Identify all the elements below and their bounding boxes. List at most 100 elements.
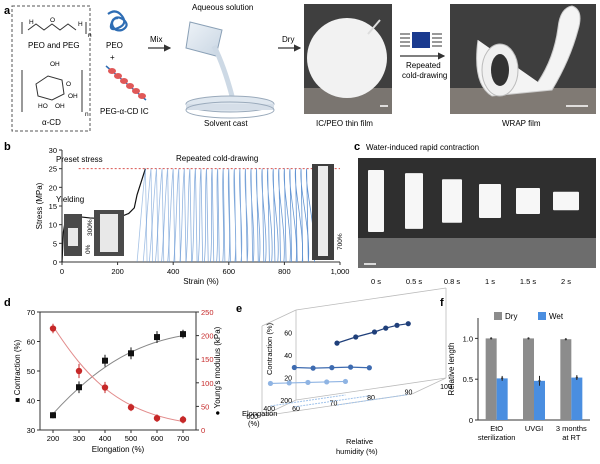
y2-axis-label: ● Young's modulus (kPa) [213, 326, 222, 415]
z-tick-label: 20 [284, 376, 292, 383]
petri-dish-icon [185, 95, 275, 119]
plus-sign: + [110, 53, 115, 62]
modulus-point [49, 325, 57, 332]
strip-4 [516, 187, 540, 215]
y-tick-label: 15 [49, 202, 57, 211]
strip-0 [368, 170, 384, 232]
wrap-label: WRAP film [502, 119, 541, 128]
y-axis-label: Relative length [447, 343, 456, 396]
modulus-point [101, 384, 109, 391]
cycle-curve [191, 168, 198, 263]
y2-tick-label: 150 [201, 355, 214, 364]
pct0-label: 0% [85, 244, 92, 254]
y-tick-label: 40 [27, 397, 35, 406]
x-tick-label: 500 [125, 434, 138, 443]
e-xlabel-bot: humidity (%) [336, 447, 378, 456]
inclusion-complex-icon [105, 65, 147, 101]
modulus-point [179, 416, 187, 423]
x-tick-label: 200 [111, 267, 124, 276]
y-tick-label: 200 [280, 398, 292, 405]
preset-stress-label: Preset stress [56, 155, 103, 164]
series-point-0 [353, 334, 359, 340]
alpha-cd-label: α-CD [42, 118, 61, 127]
y-tick-label: 30 [49, 146, 57, 155]
solvent-cast-label: Solvent cast [204, 119, 248, 128]
x-tick-label: 300 [73, 434, 86, 443]
cycle-curve [233, 168, 237, 263]
contraction-point [76, 384, 82, 391]
peo-peg-label: PEO and PEG [28, 41, 80, 50]
panel-c-title: Water-induced rapid contraction [366, 143, 479, 152]
x-tick-label: 600 [151, 434, 164, 443]
series-point-1 [310, 365, 316, 371]
cycle-curve [244, 168, 249, 263]
elongation-chart: 200 300 400 500 600 7003040506070050100150200… [13, 308, 222, 454]
cycle-curve [161, 168, 170, 263]
pct300-label: 300% [87, 219, 94, 236]
series-point-0 [371, 329, 378, 335]
peo-structure: H O H n [21, 17, 92, 39]
legend-label-1: Wet [549, 312, 564, 321]
cycle-curve [266, 168, 273, 263]
cycle-curve [222, 168, 226, 263]
x-tick-label: 400 [99, 434, 112, 443]
repeated-label: Repeated [406, 61, 441, 70]
category-label: 3 months [556, 424, 587, 433]
svg-text:n: n [85, 111, 89, 118]
data-dot [538, 379, 541, 382]
time-label: 1 s [485, 277, 495, 286]
e-ylabel-top: Elongation [242, 409, 277, 418]
contraction-point [180, 331, 186, 338]
category-label: at RT [562, 433, 581, 442]
x-tick-label: 700 [177, 434, 190, 443]
chemical-structure-box [11, 5, 91, 132]
y-tick-label: 0 [469, 416, 473, 425]
x-tick-label: 60 [292, 406, 300, 413]
series-point-1 [366, 365, 372, 371]
time-label: 0.8 s [444, 277, 461, 286]
cycle-curve [142, 168, 154, 263]
y-tick-label: 20 [49, 183, 57, 192]
y-tick-label: 50 [27, 367, 35, 376]
series-point-2 [267, 380, 274, 387]
x-tick-label: 800 [278, 267, 291, 276]
contraction-point [154, 334, 160, 341]
y-tick-label: 1.0 [463, 334, 473, 343]
legend-swatch-1 [538, 312, 546, 320]
plot-frame [39, 311, 197, 431]
data-dot [501, 377, 504, 380]
y2-tick-label: 200 [201, 332, 214, 341]
z-tick-label: 60 [284, 331, 292, 338]
x-tick-label: 400 [167, 267, 180, 276]
cycle-curve [179, 168, 187, 263]
stress-strain-chart: 0 200 400 600 800 1,000 0 5 10 15 20 25 30 Strain (%)… [35, 146, 349, 286]
floor-projection-1 [294, 395, 370, 408]
grid-edge [295, 287, 447, 311]
cycle-curve [261, 168, 267, 263]
svg-text:O: O [66, 81, 71, 88]
category-label: sterilization [478, 433, 516, 442]
grid-edge [411, 377, 447, 395]
y-tick-label: 400 [263, 406, 275, 413]
series-point-0 [394, 322, 400, 328]
data-dot [564, 338, 567, 341]
cycle-curve [239, 168, 243, 263]
contraction-fit [52, 335, 184, 415]
peo-coil-icon [107, 10, 128, 32]
x-tick-label: 1,000 [331, 267, 350, 276]
modulus-point [75, 367, 83, 375]
x-tick-label: 100 [440, 384, 452, 391]
cycle-curve [185, 168, 192, 263]
cycle-curve [136, 168, 148, 263]
y2-tick-label: 0 [201, 426, 205, 435]
x-tick-label: 200 [47, 434, 60, 443]
pct700-label: 700% [337, 233, 344, 250]
series-point-2 [324, 379, 330, 385]
bar-dry [485, 338, 497, 420]
series-point-0 [383, 325, 389, 331]
y2-tick-label: 50 [201, 402, 209, 411]
ic-label: PEG-α-CD IC [100, 107, 149, 116]
grid-edge [295, 377, 447, 401]
